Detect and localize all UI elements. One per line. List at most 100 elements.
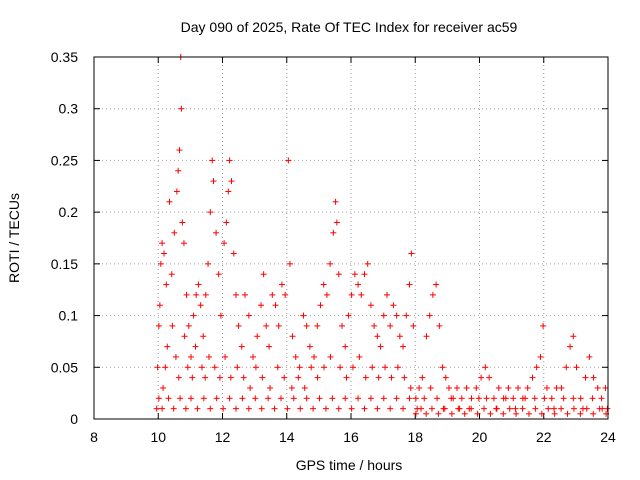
- roti-point: [531, 395, 538, 402]
- roti-point: [247, 384, 254, 391]
- roti-point: [348, 291, 355, 298]
- roti-point: [377, 343, 384, 350]
- roti-point: [200, 333, 207, 340]
- roti-point: [406, 395, 413, 402]
- roti-point: [564, 410, 571, 417]
- roti-point: [177, 395, 184, 402]
- roti-point: [362, 374, 369, 381]
- roti-point: [423, 333, 430, 340]
- roti-point: [265, 395, 272, 402]
- roti-point: [345, 312, 352, 319]
- roti-point: [286, 260, 293, 267]
- grid-layer: [94, 57, 608, 419]
- roti-point: [540, 322, 547, 329]
- roti-point: [418, 405, 425, 412]
- roti-point: [419, 374, 426, 381]
- roti-point: [482, 364, 489, 371]
- roti-point: [155, 322, 162, 329]
- roti-point: [519, 405, 526, 412]
- roti-point: [223, 219, 230, 226]
- roti-point: [387, 322, 394, 329]
- roti-point: [455, 405, 462, 412]
- roti-point: [220, 405, 227, 412]
- roti-point: [323, 291, 330, 298]
- roti-point: [596, 405, 603, 412]
- roti-point: [560, 395, 567, 402]
- roti-point: [190, 312, 197, 319]
- roti-point: [245, 312, 252, 319]
- roti-point: [551, 410, 558, 417]
- roti-point: [474, 410, 481, 417]
- roti-point: [429, 291, 436, 298]
- roti-point: [416, 384, 423, 391]
- roti-point: [400, 405, 407, 412]
- roti-point: [577, 395, 584, 402]
- roti-point: [327, 353, 334, 360]
- roti-point: [478, 374, 485, 381]
- roti-point: [510, 395, 517, 402]
- roti-point: [486, 374, 493, 381]
- roti-point: [322, 405, 329, 412]
- roti-point: [232, 291, 239, 298]
- y-tick-label: 0.05: [51, 359, 78, 375]
- roti-point: [490, 395, 497, 402]
- roti-point: [567, 343, 574, 350]
- y-tick-label: 0.25: [51, 152, 78, 168]
- roti-point: [570, 333, 577, 340]
- roti-point: [480, 405, 487, 412]
- roti-point: [172, 353, 179, 360]
- roti-point: [206, 353, 213, 360]
- roti-point: [393, 312, 400, 319]
- roti-point: [558, 384, 565, 391]
- roti-point: [463, 384, 470, 391]
- roti-point: [215, 271, 222, 278]
- roti-point: [589, 395, 596, 402]
- x-tick-label: 22: [536, 429, 552, 445]
- roti-point: [537, 353, 544, 360]
- roti-point: [252, 395, 259, 402]
- y-tick-label: 0.15: [51, 256, 78, 272]
- roti-point: [238, 343, 245, 350]
- roti-point: [532, 405, 539, 412]
- roti-point: [375, 374, 382, 381]
- roti-point: [245, 405, 252, 412]
- roti-point: [216, 374, 223, 381]
- roti-point: [394, 364, 401, 371]
- roti-point: [222, 353, 229, 360]
- roti-point: [303, 395, 310, 402]
- roti-point: [329, 395, 336, 402]
- roti-point: [426, 312, 433, 319]
- roti-point: [356, 353, 363, 360]
- roti-point: [210, 178, 217, 185]
- roti-point: [162, 364, 169, 371]
- roti-point: [529, 374, 536, 381]
- roti-point: [506, 405, 513, 412]
- roti-point: [448, 395, 455, 402]
- roti-point: [495, 384, 502, 391]
- roti-point: [604, 405, 611, 412]
- roti-point: [175, 374, 182, 381]
- roti-point: [374, 333, 381, 340]
- roti-point: [153, 405, 160, 412]
- roti-point: [178, 105, 185, 112]
- plot-frame: [93, 56, 609, 420]
- roti-point: [342, 395, 349, 402]
- roti-point: [333, 219, 340, 226]
- roti-point: [461, 410, 468, 417]
- roti-point: [306, 343, 313, 350]
- roti-point: [551, 405, 558, 412]
- roti-point: [185, 322, 192, 329]
- roti-point: [250, 353, 257, 360]
- roti-point: [577, 410, 584, 417]
- roti-point: [159, 240, 166, 247]
- roti-point: [558, 405, 565, 412]
- roti-point: [308, 364, 315, 371]
- roti-point: [408, 250, 415, 257]
- roti-point: [339, 322, 346, 329]
- roti-point: [314, 322, 321, 329]
- roti-point: [400, 343, 407, 350]
- roti-point: [436, 322, 443, 329]
- roti-point: [361, 271, 368, 278]
- roti-point: [213, 395, 220, 402]
